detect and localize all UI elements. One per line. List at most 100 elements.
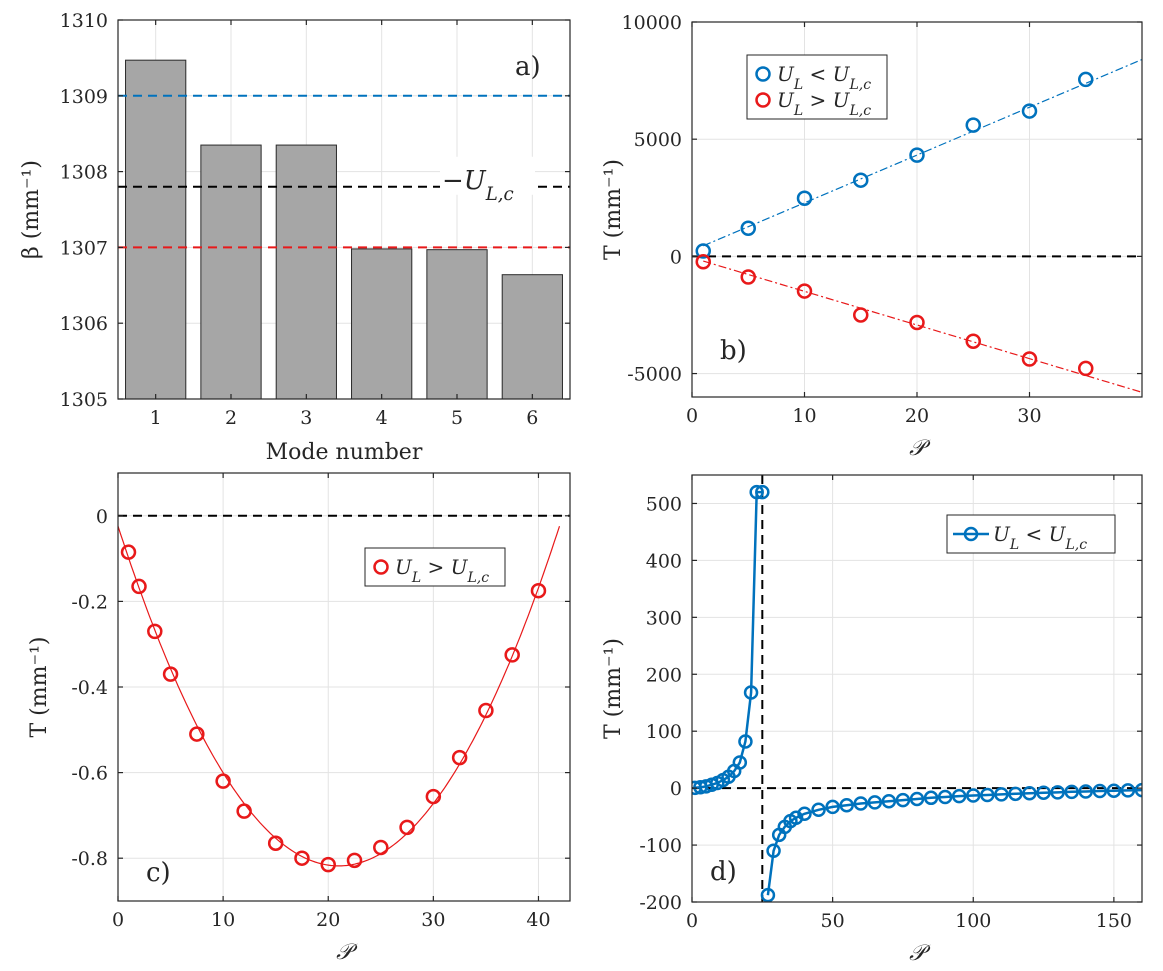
data-point	[215, 773, 231, 789]
data-point	[811, 802, 826, 818]
bar-mode-2	[200, 144, 262, 399]
data-point	[966, 788, 981, 803]
axes-box	[691, 474, 1143, 903]
series-0	[692, 484, 1142, 902]
x-tick-label: 50	[821, 910, 845, 932]
data-point	[1120, 783, 1136, 798]
panel-label: a)	[515, 52, 541, 82]
y-tick-label: 5000	[634, 129, 682, 151]
y-tick-label: 300	[646, 607, 682, 629]
y-tick-label: -0.8	[71, 848, 108, 870]
ticks	[691, 475, 1142, 903]
x-tick-label: 4	[376, 407, 388, 429]
x-axis-label: 𝒫	[336, 940, 358, 965]
data-point	[923, 790, 939, 806]
y-axis-label: T (mm⁻¹)	[601, 159, 626, 260]
plot-content	[118, 59, 570, 399]
data-point	[120, 544, 137, 560]
plot-content	[692, 475, 1142, 902]
y-tick-label: 1305	[60, 389, 108, 411]
data-point	[853, 307, 869, 323]
legend: UL​ < UL,c​UL​ > UL,c​	[746, 54, 888, 120]
data-point	[399, 819, 415, 836]
plot-content	[118, 514, 570, 873]
panel-label: c)	[146, 858, 171, 888]
data-point	[236, 803, 252, 819]
y-tick-label: 200	[646, 664, 682, 686]
data-point	[294, 850, 310, 866]
x-tick-label: 40	[526, 909, 550, 931]
data-point	[853, 172, 869, 188]
data-point	[909, 791, 925, 807]
series-1	[695, 254, 1142, 393]
x-tick-label: 0	[112, 909, 124, 931]
data-point	[749, 484, 764, 500]
data-point	[147, 623, 163, 640]
panel-c: 0 10 20 30 40 -0.8 -0.6 -0.4 -0.2 0 𝒫 T (mm⁻¹) c) UL​…	[27, 472, 571, 965]
y-tick-label: -0.6	[71, 763, 108, 785]
y-tick-label: 500	[646, 493, 682, 515]
x-tick-label: 30	[1017, 405, 1041, 427]
panel-a: 1 2 3 4 5 6 1305 1306 1307 1308 1309 1310 Mode numbe…	[19, 10, 571, 465]
bar-mode-4	[351, 248, 413, 399]
annotation-bg	[440, 156, 535, 195]
data-point	[373, 839, 389, 856]
y-tick-label: -5000	[627, 364, 682, 386]
legend: UL​ < UL,c​	[946, 514, 1116, 554]
data-point	[1050, 785, 1065, 800]
y-tick-label: 400	[646, 550, 682, 572]
x-tick-label: 100	[955, 910, 991, 932]
data-point	[839, 797, 854, 813]
bar-mode-5	[426, 249, 488, 399]
data-point	[1106, 783, 1122, 798]
y-tick-label: 100	[646, 721, 682, 743]
x-axis-label: 𝒫	[909, 436, 931, 461]
x-tick-label: 5	[451, 407, 463, 429]
y-axis-label: T (mm⁻¹)	[27, 637, 52, 738]
panel-label: b)	[720, 336, 747, 366]
data-point	[740, 269, 756, 285]
data-point	[853, 796, 868, 811]
data-point	[1078, 360, 1094, 377]
data-point	[732, 755, 748, 770]
data-point	[965, 117, 981, 133]
data-point	[994, 787, 1009, 802]
data-point	[1036, 785, 1051, 800]
data-point	[695, 254, 711, 270]
data-point	[1078, 71, 1094, 88]
data-point	[162, 666, 179, 682]
data-point	[1134, 782, 1142, 798]
y-tick-label: 0	[670, 778, 682, 800]
ticks	[691, 21, 1142, 397]
x-tick-label: 0	[686, 910, 698, 932]
x-tick-label: 0	[686, 405, 698, 427]
ticks	[118, 19, 570, 400]
y-tick-label: -200	[639, 892, 682, 914]
legend-marker	[755, 92, 771, 108]
legend-label: UL​ < UL,c​	[993, 522, 1087, 553]
data-point	[478, 702, 494, 719]
series-0	[118, 526, 561, 873]
series-0	[695, 58, 1142, 259]
data-point	[425, 788, 442, 805]
ticks	[117, 473, 570, 901]
data-point	[796, 283, 813, 299]
data-point	[1008, 786, 1023, 802]
panel-d: 0 50 100 150 -200 -100 0 100 200 300 400 500 𝒫 T (mm⁻…	[601, 474, 1143, 966]
x-tick-label: 1	[150, 407, 162, 429]
plot-area	[118, 20, 570, 399]
legend-label: UL​ > UL,c​	[395, 555, 489, 586]
data-point	[1021, 103, 1038, 119]
y-tick-label: 1309	[60, 86, 108, 108]
x-tick-label: 3	[300, 407, 312, 429]
data-point	[743, 685, 759, 700]
data-point	[131, 578, 147, 595]
data-point	[1078, 784, 1093, 799]
data-point	[965, 333, 981, 349]
data-point	[320, 856, 336, 873]
y-tick-label: -0.2	[71, 591, 108, 613]
y-tick-label: 10000	[622, 12, 682, 34]
data-point	[825, 799, 840, 815]
